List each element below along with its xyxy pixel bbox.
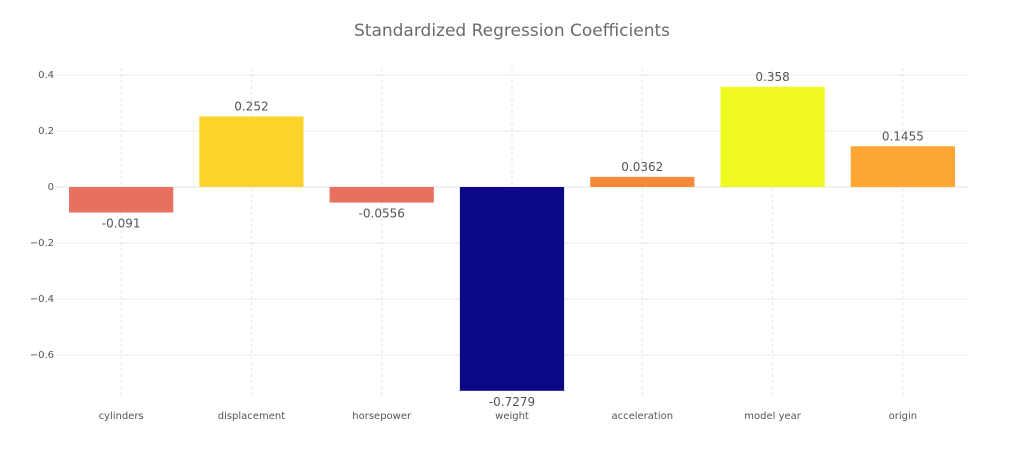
bar-weight[interactable] bbox=[459, 187, 565, 391]
x-tick-label: model year bbox=[744, 411, 802, 422]
x-tick-label: cylinders bbox=[99, 411, 144, 422]
y-tick-label: 0.2 bbox=[38, 126, 54, 137]
y-tick-label: −0.6 bbox=[30, 350, 54, 361]
data-labels-layer: -0.091 0.252 -0.0556 -0.7279 0.0362 0.358 0.14… bbox=[102, 70, 924, 409]
y-tick-label: −0.4 bbox=[30, 294, 54, 305]
bar-displacement[interactable] bbox=[199, 116, 304, 187]
bar-value-label: -0.091 bbox=[102, 216, 141, 230]
bar-value-label: 0.1455 bbox=[882, 129, 924, 143]
bar-origin[interactable] bbox=[850, 146, 955, 187]
y-tick-label: 0.4 bbox=[38, 70, 54, 81]
x-tick-label: acceleration bbox=[611, 411, 673, 422]
y-tick-label: 0 bbox=[48, 182, 54, 193]
x-tick-label: displacement bbox=[218, 411, 285, 422]
x-tick-label: origin bbox=[889, 411, 917, 422]
bars-layer bbox=[69, 86, 955, 391]
y-tick-label: −0.2 bbox=[30, 238, 54, 249]
bar-cylinders[interactable] bbox=[69, 187, 174, 213]
bar-horsepower[interactable] bbox=[329, 187, 434, 203]
x-tick-label: weight bbox=[495, 411, 529, 422]
bar-value-label: -0.7279 bbox=[489, 395, 535, 409]
bar-value-label: 0.252 bbox=[234, 99, 268, 113]
x-axis: cylinders displacement horsepower weight acc… bbox=[99, 411, 918, 422]
chart-title: Standardized Regression Coefficients bbox=[354, 21, 670, 41]
y-axis: −0.6 −0.4 −0.2 0 0.2 0.4 bbox=[30, 70, 54, 361]
bar-model-year[interactable] bbox=[720, 86, 825, 187]
bar-acceleration[interactable] bbox=[590, 176, 695, 187]
bar-value-label: 0.358 bbox=[755, 70, 789, 84]
x-tick-label: horsepower bbox=[352, 411, 412, 422]
bar-value-label: 0.0362 bbox=[621, 160, 663, 174]
bar-value-label: -0.0556 bbox=[359, 207, 405, 221]
